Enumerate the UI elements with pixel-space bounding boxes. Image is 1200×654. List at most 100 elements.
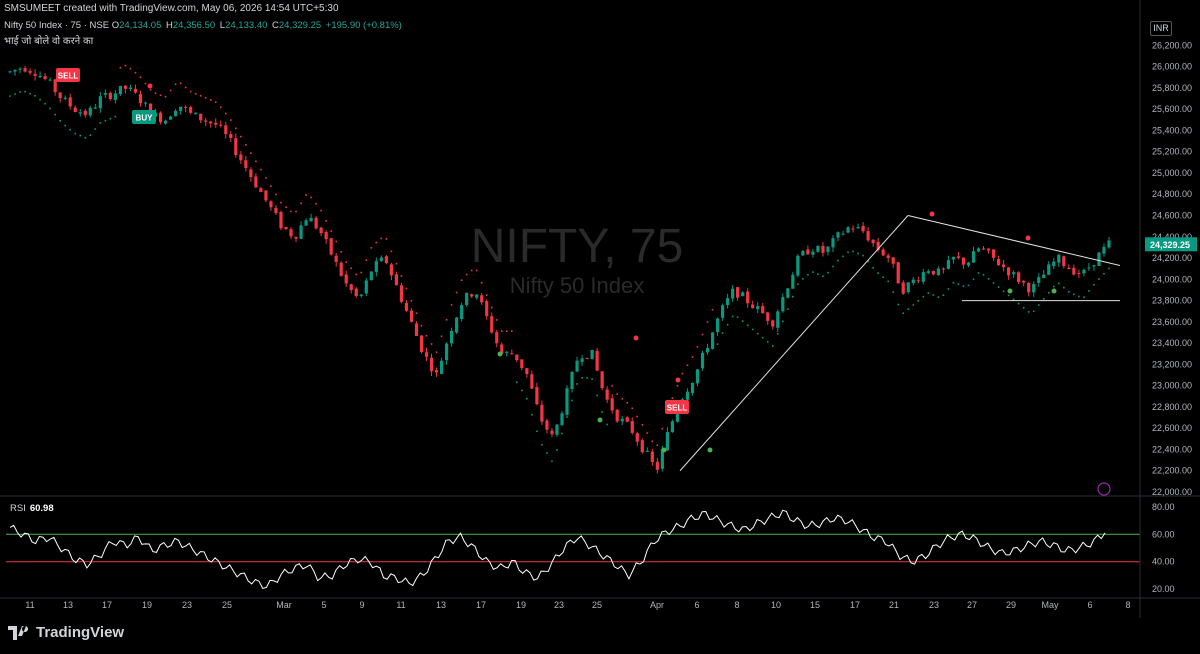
trend-dot [375,241,378,244]
trend-dot [741,320,744,323]
trend-dot [280,201,282,204]
currency-badge[interactable]: INR [1150,21,1172,36]
price-tick-label: 22,400.00 [1152,444,1192,454]
candle-body [249,169,253,177]
trend-dot [726,323,729,326]
trend-dot [445,318,448,321]
candle-body [530,374,534,389]
candle-body [981,248,986,250]
trend-dot [214,101,217,103]
price-tick-label: 24,400.00 [1152,232,1192,242]
brand-name: TradingView [36,624,125,641]
price-tick-label: 23,000.00 [1152,381,1192,391]
candle-body [1077,272,1081,274]
trend-dot [460,279,463,281]
trend-dot [526,397,528,400]
candle-body [976,248,981,252]
candle-body [796,255,800,276]
candle-body [444,343,449,361]
trend-dot [275,193,277,196]
candle-body [289,229,293,237]
candle-body [158,112,163,123]
trend-dot [435,351,438,354]
candle-body [1027,283,1031,293]
candle-body [675,410,680,422]
candle-body [1012,272,1016,275]
candle-body [53,79,57,93]
candle-body [715,318,720,333]
trend-dot [325,220,327,222]
price-tick-label: 25,400.00 [1152,125,1192,135]
trend-dot [636,415,639,418]
candle-body [555,424,559,435]
candle-body [856,227,860,229]
candle-body [846,227,850,233]
candle-body [931,270,935,275]
trend-dot [581,377,583,379]
trend-dot [315,202,317,205]
candle-body [685,391,690,400]
trend-dot [34,94,36,97]
candle-body [525,368,529,375]
candle-body [118,85,122,95]
price-tick-label: 25,200.00 [1152,147,1192,157]
symbol-ohlc-legend[interactable]: Nifty 50 Index · 75 · NSE O24,134.05 H24… [4,20,404,31]
candle-body [876,241,880,250]
candle-body [625,417,629,422]
time-tick-label: 8 [1125,600,1130,610]
trend-dot [957,283,960,285]
price-tick-label: 23,200.00 [1152,359,1192,369]
trend-dot [495,319,498,321]
price-tick-label: 24,200.00 [1152,253,1192,263]
trend-dot [39,98,41,101]
trend-dot [1073,293,1075,296]
candle-body [279,212,283,229]
candle-body [736,287,740,298]
trend-dot [736,316,739,318]
trend-dot [285,206,287,209]
candle-body [971,251,976,263]
candle-body [620,418,624,422]
candle-body [575,360,579,372]
trend-dot [902,312,905,315]
trend-dot [987,278,990,280]
rsi-legend[interactable]: RSI 60.98 [10,503,54,514]
candle-body [480,295,484,303]
candle-body [761,306,765,314]
candle-body [429,357,434,372]
trend-dot [536,430,538,433]
trend-dot [716,343,719,345]
trend-dot [1027,311,1030,313]
trend-dot [179,82,182,85]
candle-body [1002,264,1006,268]
trend-dot [877,272,879,274]
candle-body [63,97,67,99]
candle-body [8,71,12,73]
open-value: 24,134.05 [119,20,162,31]
candle-body [1017,272,1021,283]
candle-body [38,75,42,78]
trend-dot [405,287,408,290]
rsi-label: RSI [10,503,26,514]
sell-dot [633,335,639,341]
time-tick-label: 25 [222,600,232,610]
candle-body [916,280,920,282]
trend-dot [370,247,373,249]
trend-dot [621,397,624,400]
open-label: O [111,20,120,31]
trend-dot [124,64,127,67]
trend-dot [400,275,403,277]
trend-dot [746,324,749,327]
trend-dot [24,90,26,93]
trend-dot [771,345,774,347]
trend-dot [852,250,854,253]
symbol-name[interactable]: Nifty 50 Index · 75 · NSE [4,20,110,31]
time-tick-label: 23 [929,600,939,610]
candle-body [1072,267,1076,275]
trend-dot [661,427,664,430]
trend-dot [756,332,759,335]
trend-dot [812,271,814,273]
candle-body [304,220,308,226]
price-tick-label: 25,600.00 [1152,104,1192,114]
